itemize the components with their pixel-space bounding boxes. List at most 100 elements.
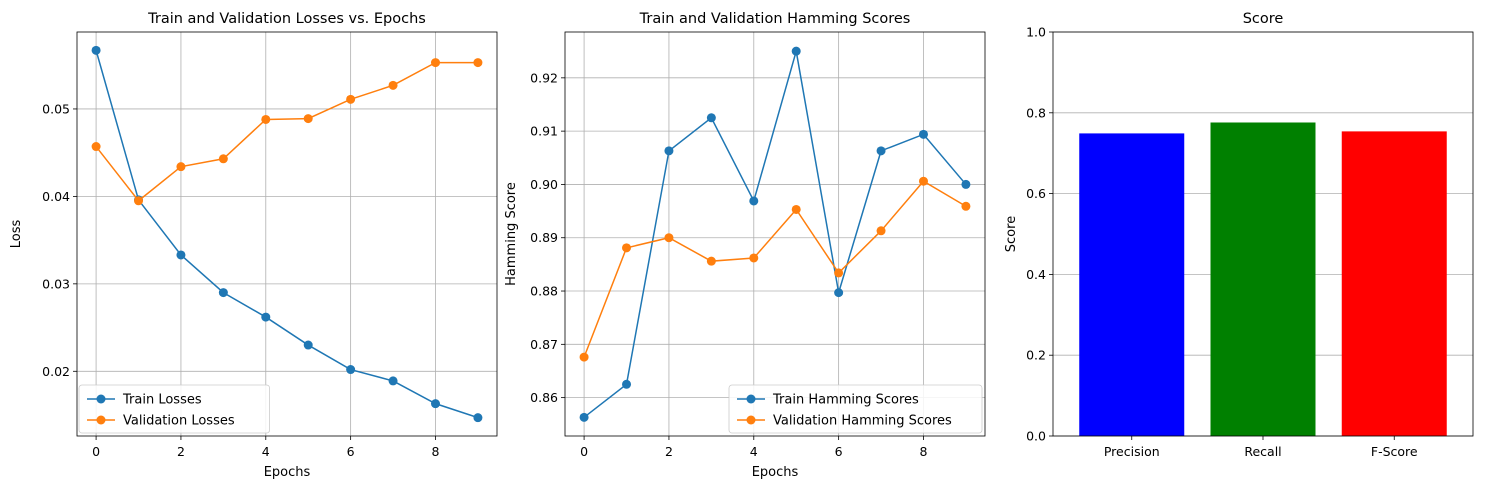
y-tick-label: 0.91 (530, 124, 558, 139)
y-tick-label: 0.02 (42, 364, 70, 379)
x-tick-label: 6 (347, 444, 355, 459)
data-point (749, 253, 759, 263)
data-point (876, 226, 886, 236)
data-point (834, 288, 844, 298)
chart-2: 0.86 0.87 0.88 0.89 0.90 0.91 0.92 0 2 4 6 8 Train a… (504, 11, 986, 480)
y-tick-label: 0.87 (530, 337, 558, 352)
x-tick-label: 2 (665, 444, 673, 459)
x-tick-label: 6 (835, 444, 843, 459)
data-point (918, 176, 928, 186)
x-tick-label: Recall (1244, 444, 1281, 459)
legend-swatch-marker (746, 394, 756, 404)
data-point (706, 256, 716, 266)
series-line-1 (95, 61, 478, 202)
data-point (622, 243, 632, 253)
y-tick-label: 0.05 (42, 101, 70, 116)
legend: Train Losses Validation Losses (78, 384, 271, 434)
data-point (622, 379, 632, 389)
legend-swatch-marker (746, 415, 756, 425)
y-axis-label: Hamming Score (504, 182, 519, 286)
legend-swatch-marker (96, 394, 106, 404)
y-tick-label: 0.90 (530, 177, 558, 192)
data-point (473, 413, 483, 423)
data-point (664, 146, 674, 156)
data-point (706, 113, 716, 123)
y-tick-label: 0.04 (42, 189, 70, 204)
data-point (664, 233, 674, 243)
y-tick-label: 0.2 (1026, 348, 1046, 363)
series-line-0 (95, 50, 479, 419)
data-point (91, 45, 101, 55)
x-tick-label: 8 (920, 444, 928, 459)
data-point (430, 399, 440, 409)
axes-frame (564, 31, 986, 437)
legend-label: Train Losses (122, 393, 202, 408)
data-point (834, 268, 844, 278)
data-point (346, 365, 356, 375)
chart-title: Score (1243, 11, 1284, 27)
y-tick-label: 1.0 (1026, 25, 1046, 40)
bar-precision (1079, 133, 1185, 437)
legend-label: Train Hamming Scores (772, 393, 919, 408)
chart-title: Train and Validation Losses vs. Epochs (147, 11, 426, 27)
x-tick-label: 4 (750, 444, 758, 459)
x-tick-label: 8 (432, 444, 440, 459)
x-tick-label: 0 (92, 444, 100, 459)
bar-recall (1210, 122, 1316, 436)
data-point (218, 288, 228, 298)
y-tick-label: 0.8 (1026, 105, 1046, 120)
chart-1: 0.02 0.03 0.04 0.05 0 2 4 6 8 Train and Validatio… (9, 11, 498, 480)
data-point (261, 312, 271, 322)
data-point (749, 196, 759, 206)
data-point (388, 80, 398, 90)
series-line-1 (583, 180, 967, 358)
chart-title: Train and Validation Hamming Scores (639, 11, 911, 27)
data-point (91, 142, 101, 152)
data-point (579, 412, 589, 422)
x-axis-label: Epochs (752, 465, 799, 480)
data-point (176, 250, 186, 260)
legend-swatch-marker (96, 415, 106, 425)
legend-box (728, 384, 983, 434)
y-tick-label: 0.0 (1026, 429, 1046, 444)
data-point (303, 114, 313, 124)
data-point (303, 340, 313, 350)
y-tick-label: 0.86 (530, 390, 558, 405)
y-tick-label: 0.89 (530, 230, 558, 245)
data-point (579, 352, 589, 362)
axes-frame (76, 31, 498, 437)
data-point (791, 46, 801, 56)
chart-3: 0.0 0.2 0.4 0.6 0.8 1.0 Precision Recall F-Score… (1004, 11, 1474, 459)
x-tick-label: 2 (177, 444, 185, 459)
data-point (134, 196, 144, 206)
y-tick-label: 0.03 (42, 276, 70, 291)
data-point (261, 114, 271, 124)
y-tick-label: 0.88 (530, 284, 558, 299)
data-point (961, 201, 971, 211)
y-tick-label: 0.4 (1026, 267, 1046, 282)
legend: Train Hamming Scores Validation Hamming S… (728, 384, 983, 434)
data-point (961, 179, 971, 189)
x-tick-label: 4 (262, 444, 270, 459)
data-point (876, 146, 886, 156)
x-axis-label: Epochs (264, 465, 311, 480)
data-point (176, 162, 186, 172)
data-point (430, 58, 440, 68)
y-axis-label: Score (1004, 216, 1019, 252)
legend-label: Validation Losses (123, 414, 235, 429)
series-line-0 (583, 50, 967, 418)
legend-label: Validation Hamming Scores (773, 414, 952, 429)
y-tick-label: 0.92 (530, 70, 558, 85)
data-point (791, 204, 801, 214)
x-tick-label: 0 (580, 444, 588, 459)
data-point (346, 94, 356, 104)
y-tick-label: 0.6 (1026, 186, 1046, 201)
y-axis-label: Loss (9, 220, 24, 249)
x-tick-label: F-Score (1371, 444, 1418, 459)
legend-box (78, 384, 271, 434)
data-point (918, 129, 928, 139)
data-point (218, 154, 228, 164)
data-point (473, 58, 483, 68)
bar-f-score (1341, 131, 1447, 436)
